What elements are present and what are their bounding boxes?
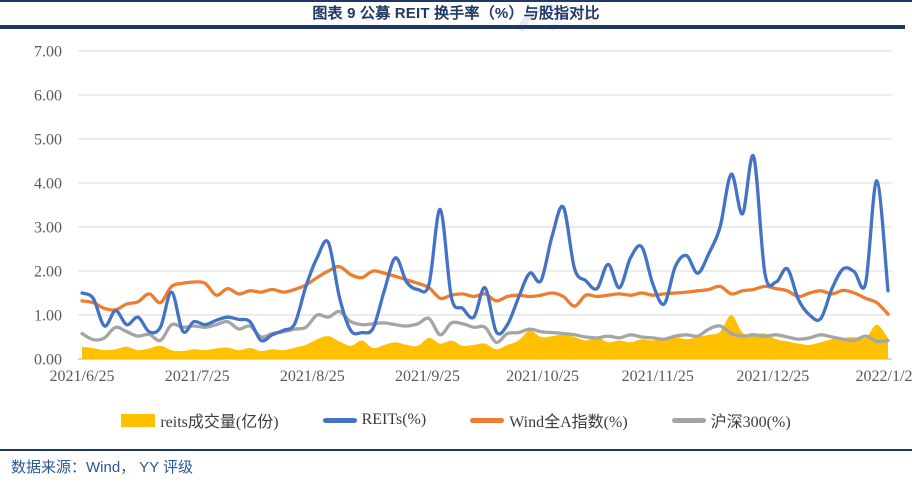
legend-label: REITs(%) [361,411,427,428]
y-tick-label: 6.00 [34,88,62,105]
legend-swatch [121,413,156,427]
turnover-line-chart: 0.00 1.00 2.00 3.00 4.00 5.00 6.00 7.00 2021/6/2… [34,44,912,386]
y-tick-label: 0.00 [34,352,62,369]
y-tick-label: 7.00 [34,44,62,61]
legend-item: Wind全A指数(%) [470,408,628,432]
legend-item: 沪深300(%) [671,408,791,432]
series-line-2 [80,264,890,316]
x-tick-label: 2021/6/25 [50,368,115,385]
y-tick-label: 2.00 [34,264,62,281]
footer-rule [0,449,912,451]
legend-label: reits成交量(亿份) [160,414,279,431]
legend-swatch [470,417,505,423]
x-tick-label: 2021/8/25 [280,368,345,385]
x-tick-label: 2021/10/25 [506,368,579,385]
chart-title: 图表 9 公募 REIT 换手率（%）与股指对比 [312,5,600,22]
x-tick-label: 2022/1/25 [856,368,912,385]
legend-label: Wind全A指数(%) [509,414,628,431]
legend-item: REITs(%) [322,411,427,429]
series-line-3 [80,309,890,344]
y-tick-label: 1.00 [34,308,62,325]
legend-item: reits成交量(亿份) [121,408,279,432]
x-tick-label: 2021/7/25 [165,368,230,385]
top-rule [0,0,912,2]
series-line-1 [80,154,890,343]
y-tick-label: 3.00 [34,220,62,237]
x-tick-label: 2021/9/25 [395,368,460,385]
chart-legend: reits成交量(亿份) REITs(%) Wind全A指数(%) 沪深300(%) [0,405,912,435]
x-tick-label: 2021/12/25 [736,368,809,385]
data-source-note: 数据来源：Wind， YY 评级 [11,459,193,476]
legend-label: 沪深300(%) [710,414,791,431]
y-tick-label: 5.00 [34,132,62,149]
series-area-0 [82,314,888,359]
x-tick-label: 2021/11/25 [622,368,694,385]
legend-swatch [671,417,706,423]
legend-swatch [322,417,357,423]
title-underline-rule [0,25,905,29]
y-tick-label: 4.00 [34,176,62,193]
